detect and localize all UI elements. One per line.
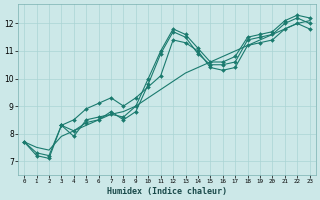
X-axis label: Humidex (Indice chaleur): Humidex (Indice chaleur): [107, 187, 227, 196]
